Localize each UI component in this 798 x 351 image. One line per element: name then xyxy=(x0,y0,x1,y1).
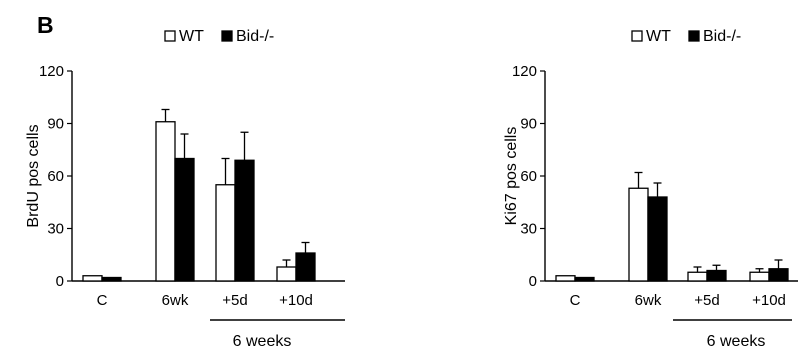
bar-bid xyxy=(706,269,727,282)
y-tick-label: 120 xyxy=(512,63,537,80)
bar-wt xyxy=(749,271,770,282)
y-tick-label: 60 xyxy=(520,168,537,185)
x-tick-label: 6wk xyxy=(635,292,662,309)
bar-bid xyxy=(101,276,122,282)
bar-wt xyxy=(276,266,297,282)
bar-wt xyxy=(555,275,576,282)
y-axis-label: Ki67 pos cells xyxy=(503,127,520,226)
bar-wt xyxy=(687,271,708,282)
bar-wt xyxy=(82,275,103,282)
x-tick-label: C xyxy=(97,292,108,309)
bar-bid xyxy=(574,276,595,282)
bar-wt xyxy=(155,121,176,282)
group-bracket-label: 6 weeks xyxy=(707,333,766,350)
x-tick-label: +5d xyxy=(694,292,719,309)
x-tick-label: 6wk xyxy=(162,292,189,309)
y-axis-label: BrdU pos cells xyxy=(25,124,42,227)
bar-wt xyxy=(215,184,236,282)
x-tick-label: +5d xyxy=(222,292,247,309)
bar-bid xyxy=(295,252,316,282)
legend-label-wt: WT xyxy=(646,28,671,45)
bar-wt xyxy=(628,187,649,282)
y-tick-label: 30 xyxy=(47,221,64,238)
y-tick-label: 90 xyxy=(47,116,64,133)
legend-label-bid: Bid-/- xyxy=(703,28,741,45)
bar-bid xyxy=(234,159,255,282)
legend-swatch-wt xyxy=(631,30,643,42)
y-tick-label: 0 xyxy=(529,273,537,290)
y-tick-label: 120 xyxy=(39,63,64,80)
x-tick-label: C xyxy=(570,292,581,309)
legend-swatch-wt xyxy=(164,30,176,42)
group-bracket-label: 6 weeks xyxy=(233,333,292,350)
legend-label-wt: WT xyxy=(179,28,204,45)
legend-swatch-bid xyxy=(221,30,233,42)
y-tick-label: 30 xyxy=(520,221,537,238)
y-tick-label: 90 xyxy=(520,116,537,133)
legend-label-bid: Bid-/- xyxy=(236,28,274,45)
bar-bid xyxy=(768,268,789,282)
legend-swatch-bid xyxy=(688,30,700,42)
y-tick-label: 0 xyxy=(56,273,64,290)
x-tick-label: +10d xyxy=(279,292,313,309)
x-tick-label: +10d xyxy=(752,292,786,309)
chart-brdu: 0 30 60 90 120 BrdU pos cells C 6wk +5d +10d 6 wee… xyxy=(25,28,345,350)
panel-label: B xyxy=(37,12,54,38)
chart-ki67: 0 30 60 90 120 Ki67 pos cells C 6wk +5d +10d 6 wee… xyxy=(503,28,798,350)
bar-bid xyxy=(647,196,668,282)
bar-bid xyxy=(174,157,195,282)
y-tick-label: 60 xyxy=(47,168,64,185)
